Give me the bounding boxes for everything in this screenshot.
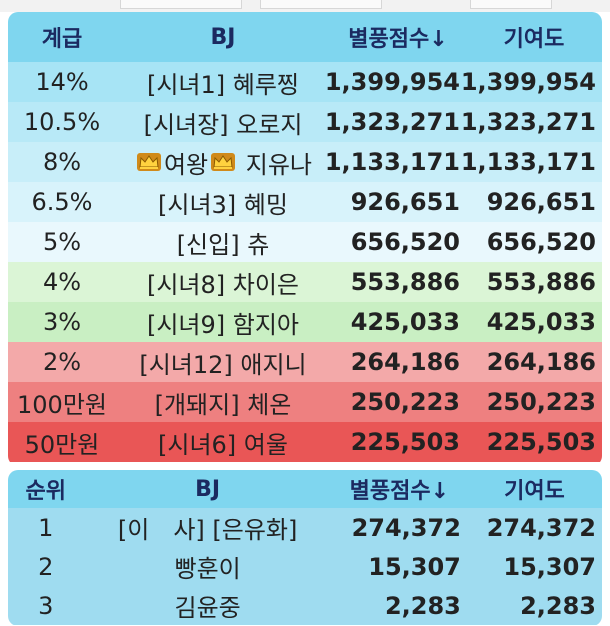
row-bj-name: [신입] 츄: [176, 230, 270, 259]
row-score: 264,186: [350, 348, 460, 376]
row-score: 926,651: [350, 188, 460, 216]
top-tab-strip: [0, 0, 610, 12]
ranking-table: 계급 BJ 별풍점수↓ 기여도 14% [시녀1] 혜루찡 1,399,954 1,3…: [8, 12, 602, 466]
table-row[interactable]: 8% 여왕 지유나 1,133,171 1,133,171: [8, 142, 602, 182]
row-contrib: 1,323,271: [460, 108, 596, 136]
table-row[interactable]: 50만원 [시녀6] 여울 225,503 225,503: [8, 422, 602, 462]
row-contrib: 553,886: [486, 268, 596, 296]
table-row[interactable]: 6.5% [시녀3] 혜밍 926,651 926,651: [8, 182, 602, 222]
row-bj-name: [시녀1] 혜루찡: [146, 70, 300, 99]
header-rank: 계급: [41, 27, 83, 52]
row-score: 425,033: [350, 308, 460, 336]
table-row[interactable]: 3% [시녀9] 함지아 425,033 425,033: [8, 302, 602, 342]
row-bj-name: [이 사] [은유화]: [117, 516, 298, 544]
bj-title: 여왕: [163, 150, 209, 179]
row-score: 250,223: [350, 388, 460, 416]
row-contrib: 264,186: [486, 348, 596, 376]
row-score: 225,503: [350, 428, 460, 456]
row-contrib: 1,399,954: [460, 68, 596, 96]
row-rank: 8%: [42, 148, 82, 176]
crown-icon: [136, 152, 162, 172]
row-rank: 3%: [42, 308, 82, 336]
table-header: 계급 BJ 별풍점수↓ 기여도: [8, 12, 602, 62]
row-rank: 1: [38, 513, 54, 542]
row-bj-name: [개돼지] 체온: [154, 390, 292, 419]
row-score: 1,399,954: [324, 68, 460, 96]
row-score: 274,372: [351, 513, 461, 542]
row-bj-name: [시녀12] 애지니: [139, 350, 307, 379]
row-score: 2,283: [384, 591, 461, 620]
row-rank: 6.5%: [31, 188, 93, 216]
row-bj-name: 빵훈이: [174, 555, 241, 583]
row-bj-name: [시녀6] 여울: [158, 430, 288, 459]
row-rank: 10.5%: [23, 108, 101, 136]
row-rank: 3: [38, 591, 54, 620]
row-rank: 5%: [42, 228, 82, 256]
row-contrib: 274,372: [486, 513, 596, 542]
row-bj-name: [시녀9] 함지아: [146, 310, 300, 339]
row-score: 1,323,271: [324, 108, 460, 136]
row-score: 15,307: [368, 552, 461, 581]
row-contrib: 1,133,171: [460, 148, 596, 176]
table-row[interactable]: 2 빵훈이 15,307 15,307: [8, 547, 602, 586]
row-rank: 100만원: [17, 390, 107, 419]
row-bj-name: 김윤중: [174, 594, 241, 622]
table-row[interactable]: 2% [시녀12] 애지니 264,186 264,186: [8, 342, 602, 382]
header-contrib: 기여도: [503, 27, 565, 52]
row-bj-name: 여왕 지유나: [116, 145, 330, 180]
crown-icon: [210, 152, 236, 172]
table-row[interactable]: 10.5% [시녀장] 오로지 1,323,271 1,323,271: [8, 102, 602, 142]
top-tab[interactable]: [470, 0, 552, 9]
row-bj-name: [시녀3] 혜밍: [158, 190, 288, 219]
row-score: 1,133,171: [324, 148, 460, 176]
row-bj-name: [시녀장] 오로지: [143, 110, 303, 139]
row-contrib: 2,283: [520, 591, 596, 620]
table-row[interactable]: 3 김윤중 2,283 2,283: [8, 586, 602, 625]
table-row[interactable]: 100만원 [개돼지] 체온 250,223 250,223: [8, 382, 602, 422]
row-rank: 2: [38, 552, 54, 581]
row-contrib: 225,503: [486, 428, 596, 456]
top-tab[interactable]: [120, 0, 242, 9]
table-header: 순위 BJ 별풍점수↓ 기여도: [8, 470, 602, 508]
row-bj-name: [시녀8] 차이은: [146, 270, 300, 299]
row-contrib: 250,223: [486, 388, 596, 416]
bj-nickname: 지유나: [238, 150, 313, 179]
header-bj: BJ: [210, 24, 236, 50]
row-contrib: 15,307: [503, 552, 596, 581]
extra-ranking-table: 순위 BJ 별풍점수↓ 기여도 1 [이 사] [은유화] 274,372 274,3…: [8, 470, 602, 626]
row-rank: 2%: [42, 348, 82, 376]
header-score-sort[interactable]: 별풍점수↓: [349, 479, 450, 504]
table-row[interactable]: 1 [이 사] [은유화] 274,372 274,372: [8, 508, 602, 547]
row-rank: 50만원: [24, 430, 100, 459]
table-row[interactable]: 4% [시녀8] 차이은 553,886 553,886: [8, 262, 602, 302]
header-rank: 순위: [25, 479, 66, 504]
row-contrib: 425,033: [486, 308, 596, 336]
row-score: 553,886: [350, 268, 460, 296]
top-tab[interactable]: [260, 0, 382, 9]
row-contrib: 926,651: [486, 188, 596, 216]
row-contrib: 656,520: [486, 228, 596, 256]
row-rank: 4%: [42, 268, 82, 296]
table-row[interactable]: 14% [시녀1] 혜루찡 1,399,954 1,399,954: [8, 62, 602, 102]
table-row[interactable]: 5% [신입] 츄 656,520 656,520: [8, 222, 602, 262]
header-score-sort[interactable]: 별풍점수↓: [348, 27, 448, 52]
row-rank: 14%: [35, 68, 89, 96]
header-contrib: 기여도: [504, 479, 565, 504]
row-score: 656,520: [350, 228, 460, 256]
header-bj: BJ: [195, 476, 221, 502]
